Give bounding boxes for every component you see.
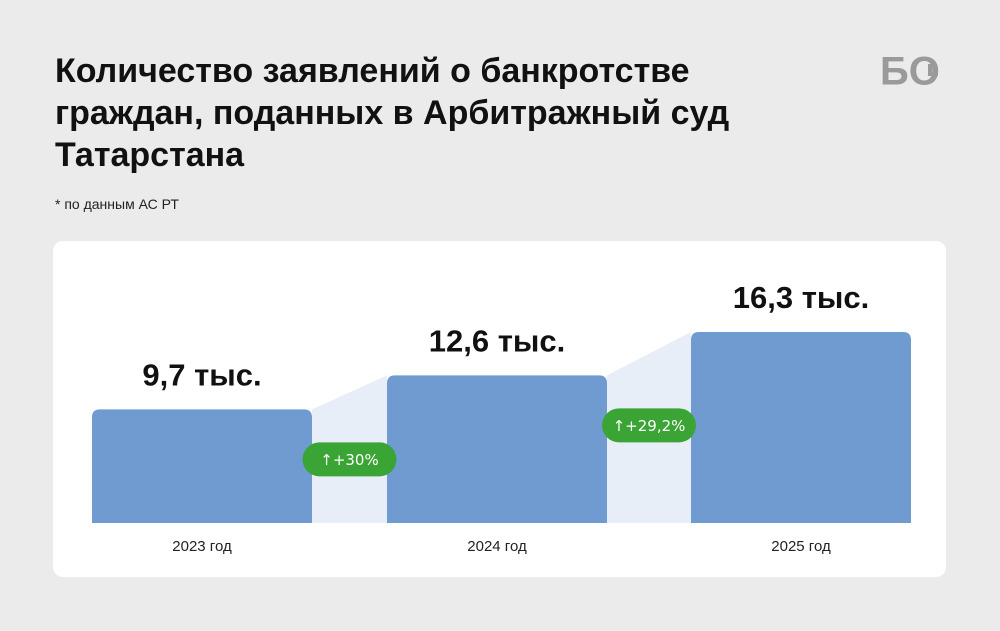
change-label: ↑+30% (320, 451, 378, 469)
change-pill (302, 442, 397, 477)
value-label: 9,7 тыс. (142, 358, 261, 393)
change-label: ↑+29,2% (613, 417, 686, 435)
change-pill (602, 408, 696, 443)
bar (92, 409, 312, 523)
value-label: 12,6 тыс. (429, 324, 565, 359)
value-label: 16,3 тыс. (733, 280, 869, 315)
bar (387, 375, 607, 523)
bar (691, 332, 911, 523)
logo: БО (880, 50, 940, 94)
x-tick-label: 2023 год (172, 538, 232, 555)
logo-clock (928, 64, 938, 76)
x-tick-label: 2024 год (467, 538, 527, 555)
subtitle: * по данным АС РТ (55, 196, 179, 212)
chart-title: Количество заявлений о банкротстве гражд… (55, 52, 730, 174)
change-badge: ↑+29,2% (602, 408, 696, 443)
x-tick-label: 2025 год (771, 538, 831, 555)
change-badge: ↑+30% (302, 442, 397, 477)
